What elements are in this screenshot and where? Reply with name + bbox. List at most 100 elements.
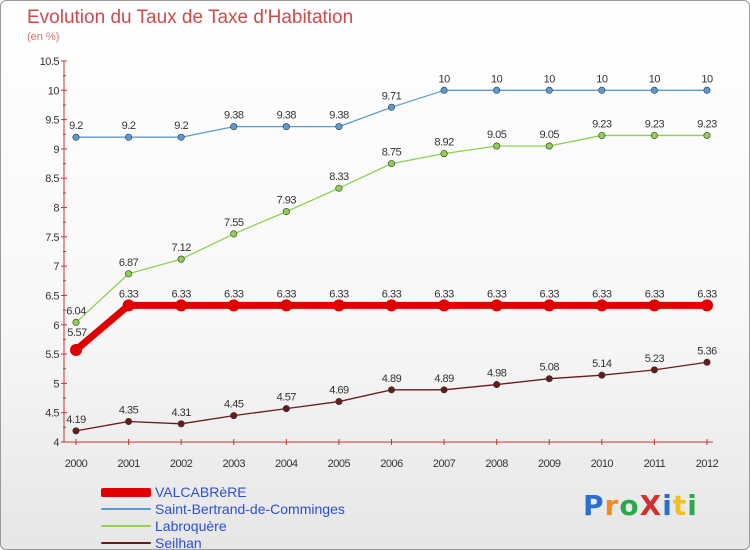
data-label: 8.33 bbox=[329, 171, 349, 183]
data-point bbox=[122, 299, 135, 312]
x-tick-label: 2002 bbox=[170, 458, 193, 470]
logo-letter: o bbox=[619, 489, 640, 522]
data-point bbox=[332, 299, 345, 312]
x-tick-label: 2005 bbox=[328, 458, 351, 470]
data-point bbox=[177, 255, 185, 263]
y-tick-label: 7 bbox=[53, 261, 59, 273]
data-label: 4.98 bbox=[487, 368, 507, 380]
logo-letter: P bbox=[583, 489, 605, 522]
data-label: 4.35 bbox=[119, 404, 139, 416]
data-label: 9.2 bbox=[174, 120, 188, 132]
data-label: 5.57 bbox=[67, 327, 87, 339]
data-label: 7.12 bbox=[171, 242, 191, 254]
proxiti-logo: ProXiti bbox=[583, 489, 698, 522]
data-point bbox=[493, 142, 501, 150]
y-tick-label: 8.5 bbox=[45, 173, 59, 185]
data-point bbox=[227, 299, 240, 312]
data-label: 4.69 bbox=[329, 385, 349, 397]
data-point bbox=[387, 103, 395, 111]
data-point bbox=[387, 160, 395, 168]
data-label: 9.23 bbox=[645, 118, 665, 130]
data-label: 10 bbox=[438, 73, 450, 85]
y-tick-label: 5 bbox=[53, 378, 59, 390]
data-point bbox=[177, 420, 185, 428]
data-label: 6.33 bbox=[697, 288, 717, 300]
data-point bbox=[598, 371, 606, 379]
series-line-0 bbox=[72, 301, 711, 354]
data-label: 9.71 bbox=[382, 90, 402, 102]
data-label: 10 bbox=[701, 73, 713, 85]
data-label: 6.87 bbox=[119, 257, 139, 269]
data-label: 7.55 bbox=[224, 217, 244, 229]
data-point bbox=[440, 150, 448, 158]
logo-letter: t bbox=[672, 489, 688, 522]
data-label: 9.05 bbox=[487, 129, 507, 141]
logo-letter: i bbox=[687, 489, 698, 522]
data-label: 7.93 bbox=[277, 195, 297, 207]
legend-swatch-valcabrere bbox=[101, 488, 151, 497]
data-point bbox=[282, 123, 290, 131]
chart-title: Evolution du Taux de Taxe d'Habitation bbox=[27, 7, 354, 28]
data-point bbox=[177, 133, 185, 141]
data-label: 9.38 bbox=[224, 110, 244, 122]
data-point bbox=[280, 299, 293, 312]
x-tick-label: 2009 bbox=[538, 458, 561, 470]
data-label: 6.33 bbox=[645, 288, 665, 300]
y-tick-label: 5.5 bbox=[45, 349, 59, 361]
data-label: 9.2 bbox=[122, 120, 136, 132]
data-label: 10 bbox=[596, 73, 608, 85]
data-label: 9.38 bbox=[277, 110, 297, 122]
data-point bbox=[650, 86, 658, 94]
data-label: 5.36 bbox=[697, 345, 717, 357]
data-point bbox=[230, 230, 238, 238]
data-point bbox=[387, 386, 395, 394]
data-point bbox=[230, 123, 238, 131]
x-tick-label: 2012 bbox=[696, 458, 719, 470]
data-point bbox=[335, 123, 343, 131]
data-label: 6.33 bbox=[329, 288, 349, 300]
legend-swatch-labroquere bbox=[101, 525, 151, 527]
data-point bbox=[125, 417, 133, 425]
data-point bbox=[335, 398, 343, 406]
y-tick-label: 6 bbox=[53, 320, 59, 332]
data-label: 4.57 bbox=[277, 392, 297, 404]
data-label: 5.14 bbox=[592, 358, 612, 370]
data-point bbox=[545, 86, 553, 94]
data-point bbox=[440, 386, 448, 394]
y-tick-label: 6.5 bbox=[45, 290, 59, 302]
data-point bbox=[440, 86, 448, 94]
data-point bbox=[282, 405, 290, 413]
data-label: 10 bbox=[491, 73, 503, 85]
data-point bbox=[72, 133, 80, 141]
data-point bbox=[598, 86, 606, 94]
data-point bbox=[650, 366, 658, 374]
data-point bbox=[125, 270, 133, 278]
legend-swatch-seilhan bbox=[101, 542, 151, 544]
data-label: 6.33 bbox=[434, 288, 454, 300]
data-point bbox=[385, 299, 398, 312]
data-label: 9.23 bbox=[592, 118, 612, 130]
data-label: 8.75 bbox=[382, 147, 402, 159]
data-point bbox=[125, 133, 133, 141]
data-point bbox=[701, 299, 713, 312]
data-point bbox=[490, 299, 503, 312]
data-point bbox=[72, 318, 80, 326]
x-tick-label: 2003 bbox=[223, 458, 246, 470]
data-point bbox=[595, 299, 608, 312]
data-label: 6.33 bbox=[540, 288, 560, 300]
data-label: 4.89 bbox=[382, 373, 402, 385]
data-label: 9.05 bbox=[540, 129, 560, 141]
y-tick-label: 10 bbox=[48, 85, 60, 97]
data-label: 6.33 bbox=[592, 288, 612, 300]
data-label: 4.19 bbox=[66, 414, 86, 426]
data-point bbox=[438, 299, 451, 312]
x-tick-label: 2007 bbox=[433, 458, 456, 470]
y-tick-label: 8 bbox=[53, 203, 59, 215]
y-tick-label: 7.5 bbox=[45, 232, 59, 244]
y-tick-label: 9 bbox=[53, 144, 59, 156]
data-label: 6.33 bbox=[119, 288, 139, 300]
data-label: 6.33 bbox=[382, 288, 402, 300]
x-tick-label: 2010 bbox=[591, 458, 614, 470]
